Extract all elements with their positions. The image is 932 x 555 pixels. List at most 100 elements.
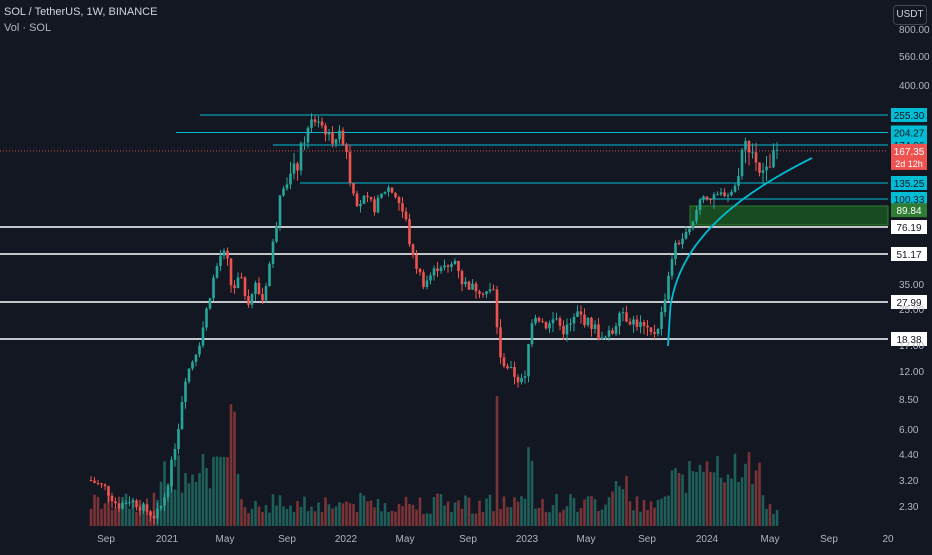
last-price-label: 167.35 [894, 147, 925, 158]
candle-body [712, 194, 716, 200]
volume-bar [705, 461, 709, 526]
volume-bar [425, 513, 429, 526]
volume-bar [359, 492, 362, 526]
volume-bar [348, 503, 352, 526]
candle-body [205, 308, 208, 328]
volume-bar [443, 505, 446, 526]
candle-body [310, 119, 313, 128]
volume-bar [243, 507, 247, 526]
candle-body [621, 312, 625, 314]
volume-bar [89, 508, 93, 526]
candle-body [607, 330, 611, 337]
candle-body [418, 268, 422, 273]
volume-bar [145, 504, 149, 526]
candle-body [768, 166, 772, 168]
volume-bar [338, 502, 341, 526]
candle-body [586, 317, 590, 326]
y-tick-label: 3.20 [899, 476, 919, 487]
candle-body [383, 191, 387, 194]
candle-body [474, 283, 478, 292]
candle-body [289, 173, 292, 185]
volume-bar [397, 503, 401, 526]
volume-bar [726, 474, 730, 526]
candle-body [723, 192, 726, 197]
volume-bar [527, 447, 530, 526]
candle-body [149, 511, 152, 516]
candle-body [754, 152, 758, 163]
candle-body [425, 280, 429, 288]
volume-bar [632, 510, 635, 526]
candle-body [604, 336, 607, 338]
volume-bar [509, 507, 513, 526]
volume-bar [261, 512, 264, 526]
volume-bar [751, 484, 754, 526]
candle-body [747, 140, 751, 153]
volume-bar [394, 511, 397, 526]
x-tick-label: Sep [97, 534, 115, 545]
volume-bar [656, 499, 660, 526]
volume-bar [492, 511, 495, 526]
volume-bar [327, 504, 331, 526]
candle-body [576, 311, 579, 317]
candle-body [758, 162, 761, 173]
volume-bar [635, 496, 639, 526]
candle-body [667, 275, 670, 300]
candle-body [198, 345, 201, 355]
x-tick-label: May [396, 534, 415, 545]
x-tick-label: 20 [882, 534, 894, 545]
volume-bar [761, 495, 765, 526]
y-tick-label: 560.00 [899, 52, 930, 63]
volume-bar [268, 512, 271, 526]
candle-body [226, 250, 229, 259]
candle-body [695, 210, 698, 222]
volume-bar [226, 457, 229, 526]
candle-body [96, 482, 100, 484]
volume-bar [110, 509, 114, 526]
candle-body [597, 324, 600, 340]
candle-body [506, 366, 509, 369]
volume-bar [198, 473, 201, 526]
currency-button[interactable]: USDT [893, 5, 927, 25]
volume-bar [702, 471, 705, 526]
candle-body [93, 480, 96, 483]
level-label: 76.19 [896, 223, 921, 234]
volume-bar [541, 498, 544, 526]
volume-bar [201, 454, 205, 526]
candle-body [292, 163, 296, 174]
volume-bar [730, 478, 733, 526]
candle-body [124, 503, 128, 505]
volume-bar [544, 511, 548, 526]
volume-bar [432, 497, 436, 526]
candle-body [740, 149, 744, 177]
volume-bar [352, 503, 355, 526]
volume-bar [247, 513, 250, 526]
volume-bar [453, 502, 457, 526]
candle-body [247, 296, 250, 305]
candle-body [464, 281, 467, 285]
candle-body [236, 277, 240, 288]
candle-body [324, 125, 327, 135]
level-label-bg [891, 192, 927, 206]
candle-body [184, 381, 187, 403]
candle-body [89, 480, 93, 481]
level-label: 100.33 [894, 195, 925, 206]
volume-bar [593, 499, 597, 526]
candle-body [737, 176, 740, 186]
candle-body [387, 187, 390, 192]
candle-body [751, 152, 754, 154]
volume-bar [219, 456, 222, 526]
volume-bar [481, 511, 485, 526]
candle-body [674, 242, 677, 260]
candle-body [625, 312, 628, 322]
volume-bar [128, 508, 131, 526]
candle-body [145, 504, 149, 512]
candle-body [107, 486, 110, 496]
candle-body [373, 199, 376, 213]
candle-body [611, 330, 614, 334]
parabolic-curve-path[interactable] [667, 157, 813, 347]
volume-bar [264, 505, 268, 526]
level-label-bg [891, 125, 927, 140]
volume-bar [523, 498, 527, 526]
demand-zone[interactable] [689, 205, 889, 226]
